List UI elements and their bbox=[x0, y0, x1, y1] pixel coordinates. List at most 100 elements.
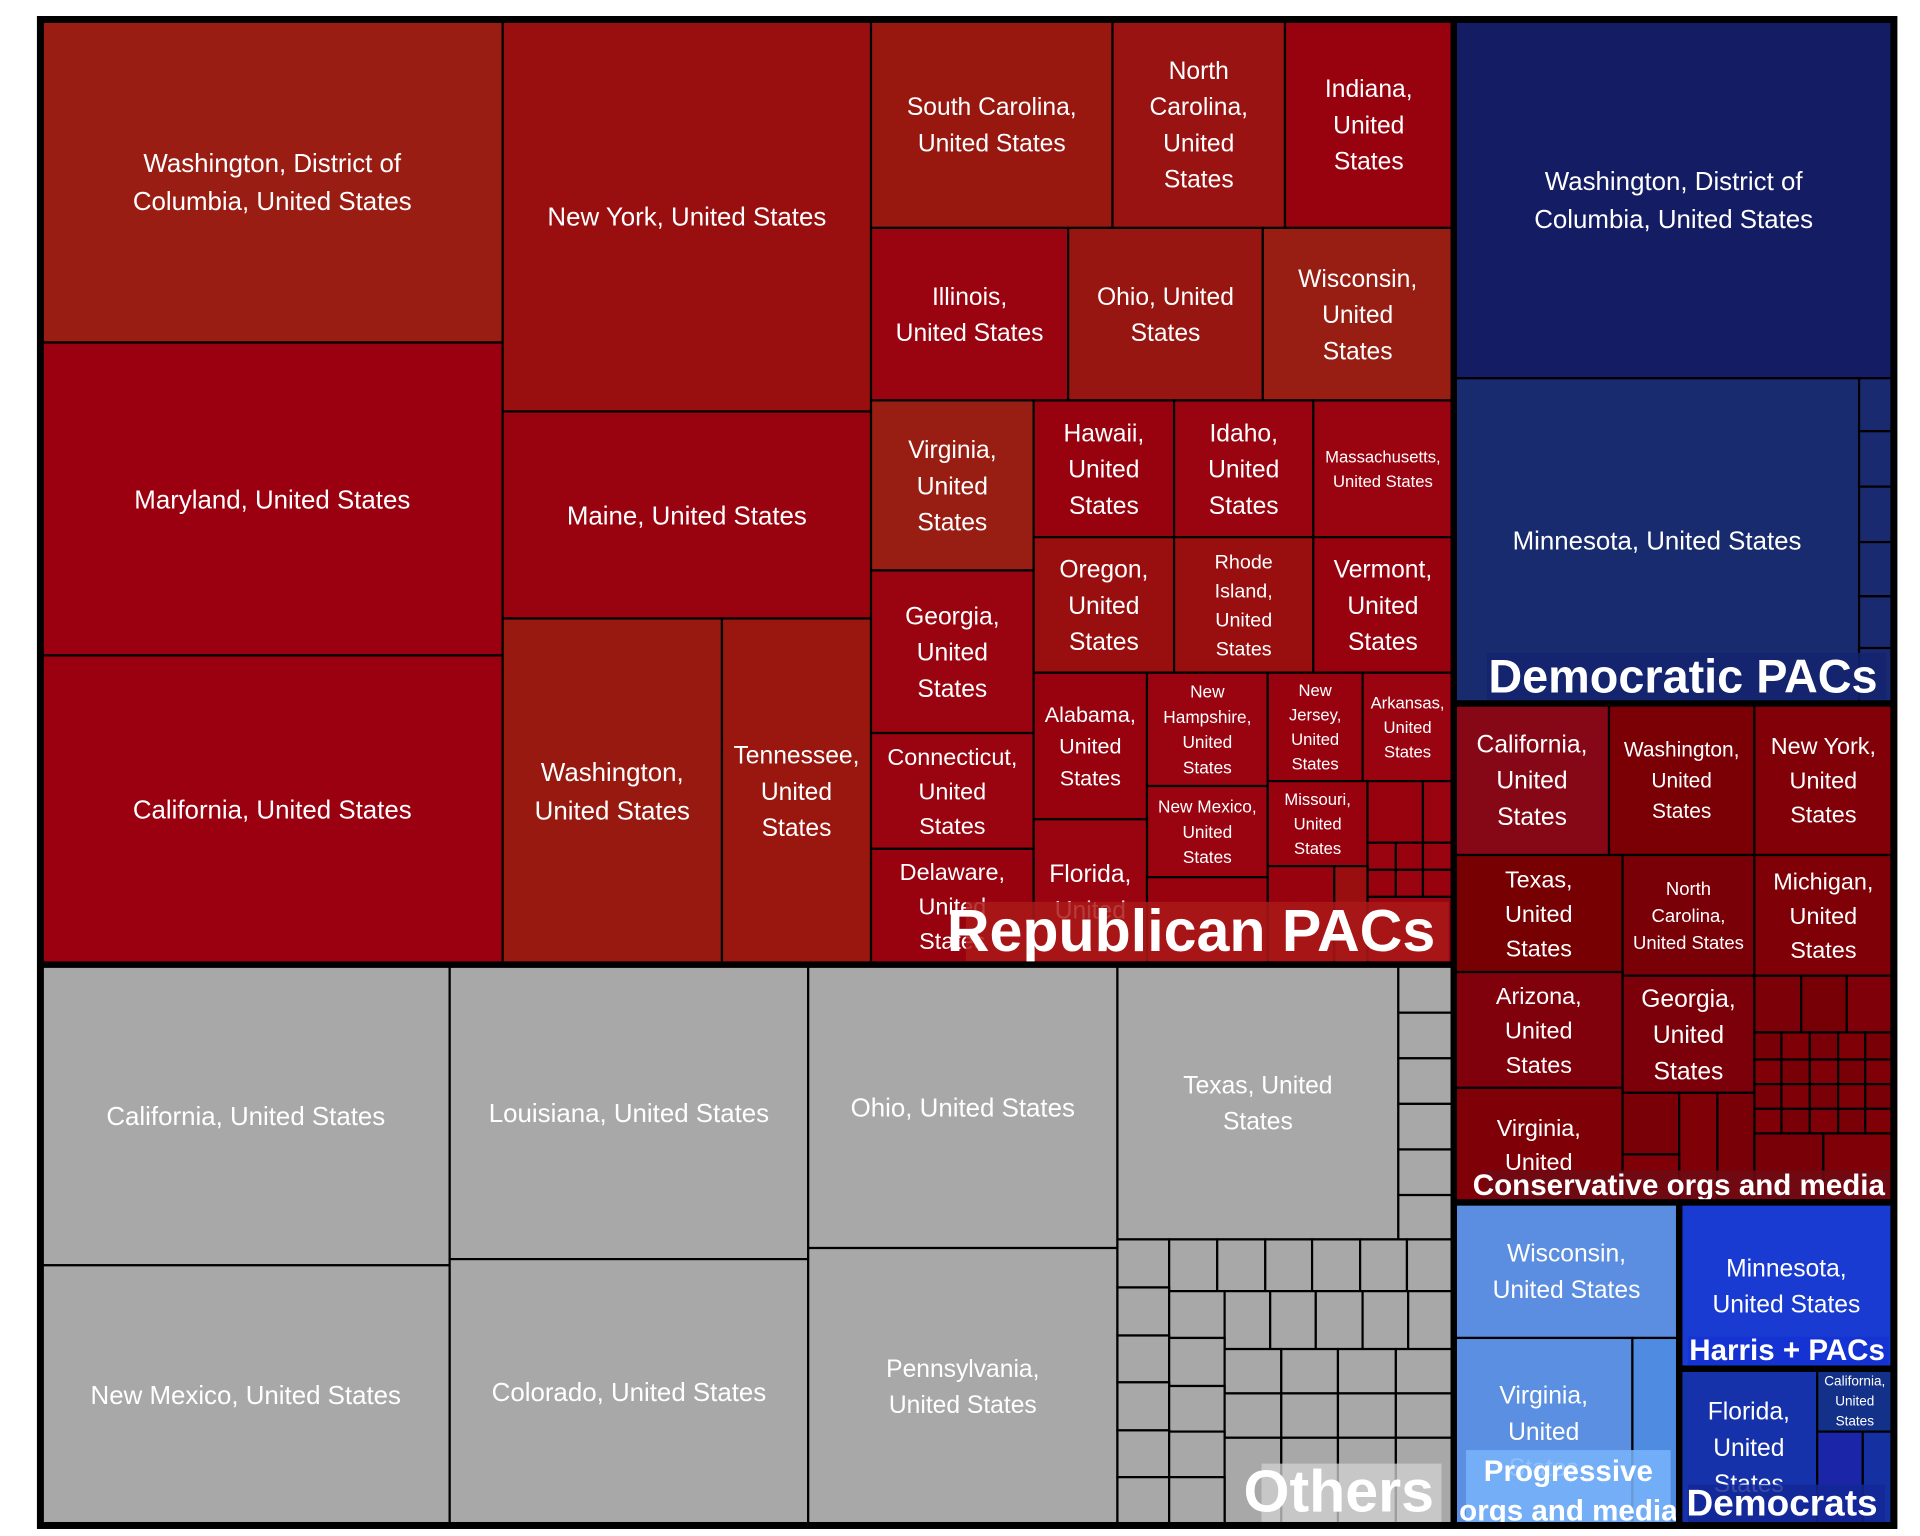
tile-republican-pacs-virginia-united-states bbox=[869, 399, 1035, 572]
tile-others-minor-11 bbox=[1359, 1238, 1409, 1293]
tile-label-republican-pacs-georgia-united-states: Georgia, United States bbox=[905, 603, 999, 702]
tile-label-others-ohio-united-states: Ohio, United States bbox=[851, 1094, 1075, 1122]
tile-conservative-orgs-and-media-minor-2 bbox=[1845, 974, 1894, 1034]
group-title-harris-pacs: Harris + PACs bbox=[1689, 1334, 1885, 1367]
tile-republican-pacs-ohio-united-states bbox=[1067, 226, 1264, 402]
tile-label-republican-pacs-vermont-united-states: Vermont, United States bbox=[1334, 557, 1433, 656]
tile-label-republican-pacs-tennessee-united-states: Tennessee, United States bbox=[734, 743, 860, 842]
tile-others-minor-30 bbox=[1336, 1392, 1397, 1439]
tile-others-minor-7 bbox=[1168, 1238, 1219, 1293]
group-title-bg-conservative-orgs-and-media bbox=[1485, 1170, 1890, 1200]
tile-conservative-orgs-and-media-minor-13 bbox=[1753, 1083, 1783, 1110]
tile-republican-pacs-washington-district-of-columbia-united-states bbox=[40, 19, 504, 344]
tile-others-minor-2 bbox=[1397, 1057, 1454, 1105]
tile-democratic-pacs-minor-1 bbox=[1857, 430, 1894, 488]
tile-others-ohio-united-states bbox=[807, 964, 1119, 1250]
tile-conservative-orgs-and-media-minor-15 bbox=[1808, 1083, 1840, 1110]
tile-others-colorado-united-states bbox=[448, 1258, 810, 1526]
tile-others-minor-25 bbox=[1394, 1347, 1454, 1395]
tile-others-texas-united-states bbox=[1116, 964, 1400, 1241]
tile-republican-pacs-minor-0 bbox=[1366, 779, 1425, 844]
tile-conservative-orgs-and-media-minor-18 bbox=[1753, 1107, 1783, 1135]
tile-conservative-orgs-and-media-minor-20 bbox=[1808, 1107, 1840, 1135]
tile-conservative-orgs-and-media-minor-1 bbox=[1800, 974, 1848, 1034]
tile-conservative-orgs-and-media-north-carolina-united-states bbox=[1621, 853, 1756, 977]
tile-others-minor-10 bbox=[1310, 1238, 1362, 1293]
tile-label-republican-pacs-maine-united-states: Maine, United States bbox=[567, 502, 807, 530]
tile-republican-pacs-oregon-united-states bbox=[1032, 536, 1176, 674]
tile-label-republican-pacs-idaho-united-states: Idaho, United States bbox=[1208, 420, 1279, 519]
group-title-democratic-pacs: Democratic PACs bbox=[1488, 650, 1877, 702]
tile-label-republican-pacs-illinois-united-states: Illinois, United States bbox=[896, 284, 1044, 347]
tile-others-minor-28 bbox=[1223, 1392, 1283, 1439]
tile-conservative-orgs-and-media-minor-23 bbox=[1621, 1091, 1681, 1156]
group-title-conservative-orgs-and-media: Conservative orgs and media bbox=[1473, 1169, 1886, 1202]
tile-label-others-colorado-united-states: Colorado, United States bbox=[492, 1379, 767, 1407]
tile-label-republican-pacs-north-carolina-united-states: North Carolina, United States bbox=[1149, 58, 1248, 194]
tile-others-minor-39 bbox=[1168, 1476, 1226, 1526]
tile-republican-pacs-minor-1 bbox=[1421, 779, 1454, 844]
tile-others-minor-33 bbox=[1168, 1430, 1226, 1479]
tile-label-conservative-orgs-and-media-michigan-united-states: Michigan, United States bbox=[1773, 868, 1873, 963]
tile-label-republican-pacs-washington-united-states: Washington, United States bbox=[535, 759, 690, 825]
tile-republican-pacs-new-york-united-states bbox=[501, 19, 873, 413]
tile-conservative-orgs-and-media-minor-9 bbox=[1780, 1058, 1811, 1086]
tile-label-others-new-mexico-united-states: New Mexico, United States bbox=[91, 1382, 401, 1410]
tile-conservative-orgs-and-media-minor-0 bbox=[1753, 974, 1803, 1034]
tile-label-harris-pacs-minnesota-united-states: Minnesota, United States bbox=[1712, 1255, 1860, 1318]
tile-label-conservative-orgs-and-media-texas-united-states: Texas, United States bbox=[1505, 867, 1573, 962]
tile-label-republican-pacs-washington-district-of-columbia-united-states: Washington, District of Columbia, United … bbox=[133, 150, 412, 216]
tile-republican-pacs-minor-3 bbox=[1394, 841, 1425, 871]
tile-label-conservative-orgs-and-media-california-united-states: California, United States bbox=[1477, 732, 1588, 831]
group-title-bg-progressive-orgs-and-media bbox=[1466, 1450, 1671, 1523]
group-conservative-orgs-and-media: California, United States Washington, United… bbox=[1453, 703, 1894, 1203]
tile-others-minor-14 bbox=[1168, 1290, 1226, 1340]
tile-label-republican-pacs-new-jersey-united-states: New Jersey, United States bbox=[1289, 681, 1341, 773]
tile-others-new-mexico-united-states bbox=[40, 1264, 451, 1526]
tile-republican-pacs-massachusetts-united-states bbox=[1312, 399, 1454, 539]
tile-conservative-orgs-and-media-texas-united-states bbox=[1453, 853, 1624, 974]
tile-label-republican-pacs-ohio-united-states: Ohio, United States bbox=[1097, 284, 1234, 347]
tile-label-others-texas-united-states: Texas, United States bbox=[1183, 1072, 1332, 1135]
tile-conservative-orgs-and-media-washington-united-states bbox=[1607, 703, 1756, 857]
tile-republican-pacs-tennessee-united-states bbox=[720, 617, 873, 965]
tile-others-minor-18 bbox=[1361, 1290, 1410, 1351]
tile-others-minor-29 bbox=[1280, 1392, 1340, 1439]
tile-republican-pacs-illinois-united-states bbox=[869, 226, 1070, 402]
tile-label-conservative-orgs-and-media-virginia-united-states: Virginia, United bbox=[1497, 1115, 1581, 1175]
tile-republican-pacs-wisconsin-united-states bbox=[1261, 226, 1454, 402]
tile-label-republican-pacs-missouri-united-states: Missouri, United States bbox=[1284, 790, 1351, 858]
tile-republican-pacs-vermont-united-states bbox=[1312, 536, 1454, 674]
tile-others-minor-31 bbox=[1394, 1392, 1454, 1439]
tile-conservative-orgs-and-media-california-united-states bbox=[1453, 703, 1611, 857]
tile-others-minor-27 bbox=[1168, 1384, 1226, 1433]
tile-label-republican-pacs-alabama-united-states: Alabama, United States bbox=[1045, 702, 1136, 790]
tile-label-republican-pacs-wisconsin-united-states: Wisconsin, United States bbox=[1298, 266, 1417, 365]
tile-others-minor-20 bbox=[1116, 1334, 1171, 1384]
tile-others-minor-22 bbox=[1223, 1347, 1283, 1395]
tile-others-minor-24 bbox=[1336, 1347, 1397, 1395]
tile-republican-pacs-minor-2 bbox=[1366, 841, 1397, 871]
tile-conservative-orgs-and-media-minor-10 bbox=[1808, 1058, 1840, 1086]
tile-democratic-pacs-washington-district-of-columbia-united-states bbox=[1453, 19, 1894, 380]
tile-conservative-orgs-and-media-minor-4 bbox=[1780, 1031, 1811, 1061]
tile-republican-pacs-minor-6 bbox=[1394, 868, 1425, 898]
tile-label-republican-pacs-indiana-united-states: Indiana, United States bbox=[1325, 76, 1413, 175]
tile-progressive-orgs-and-media-wisconsin-united-states bbox=[1453, 1202, 1680, 1340]
tile-conservative-orgs-and-media-new-york-united-states bbox=[1753, 703, 1894, 857]
tile-conservative-orgs-and-media-minor-6 bbox=[1837, 1031, 1867, 1061]
tile-conservative-orgs-and-media-minor-8 bbox=[1753, 1058, 1783, 1086]
tile-label-conservative-orgs-and-media-washington-united-states: Washington, United States bbox=[1624, 739, 1740, 824]
tile-republican-pacs-maine-united-states bbox=[501, 410, 873, 620]
tile-label-republican-pacs-new-mexico-united-states: New Mexico, United States bbox=[1158, 796, 1257, 867]
tile-republican-pacs-new-hampshire-united-states bbox=[1145, 671, 1269, 788]
tile-republican-pacs-new-jersey-united-states bbox=[1266, 671, 1364, 783]
tile-others-minor-8 bbox=[1216, 1238, 1267, 1293]
tile-conservative-orgs-and-media-minor-11 bbox=[1837, 1058, 1867, 1086]
group-title-bg-democrats bbox=[1687, 1484, 1885, 1523]
tile-label-democratic-pacs-minnesota-united-states: Minnesota, United States bbox=[1513, 528, 1802, 556]
tile-conservative-orgs-and-media-minor-7 bbox=[1864, 1031, 1894, 1061]
tile-others-minor-32 bbox=[1116, 1429, 1171, 1479]
tile-label-others-pennsylvania-united-states: Pennsylvania, United States bbox=[886, 1356, 1039, 1419]
